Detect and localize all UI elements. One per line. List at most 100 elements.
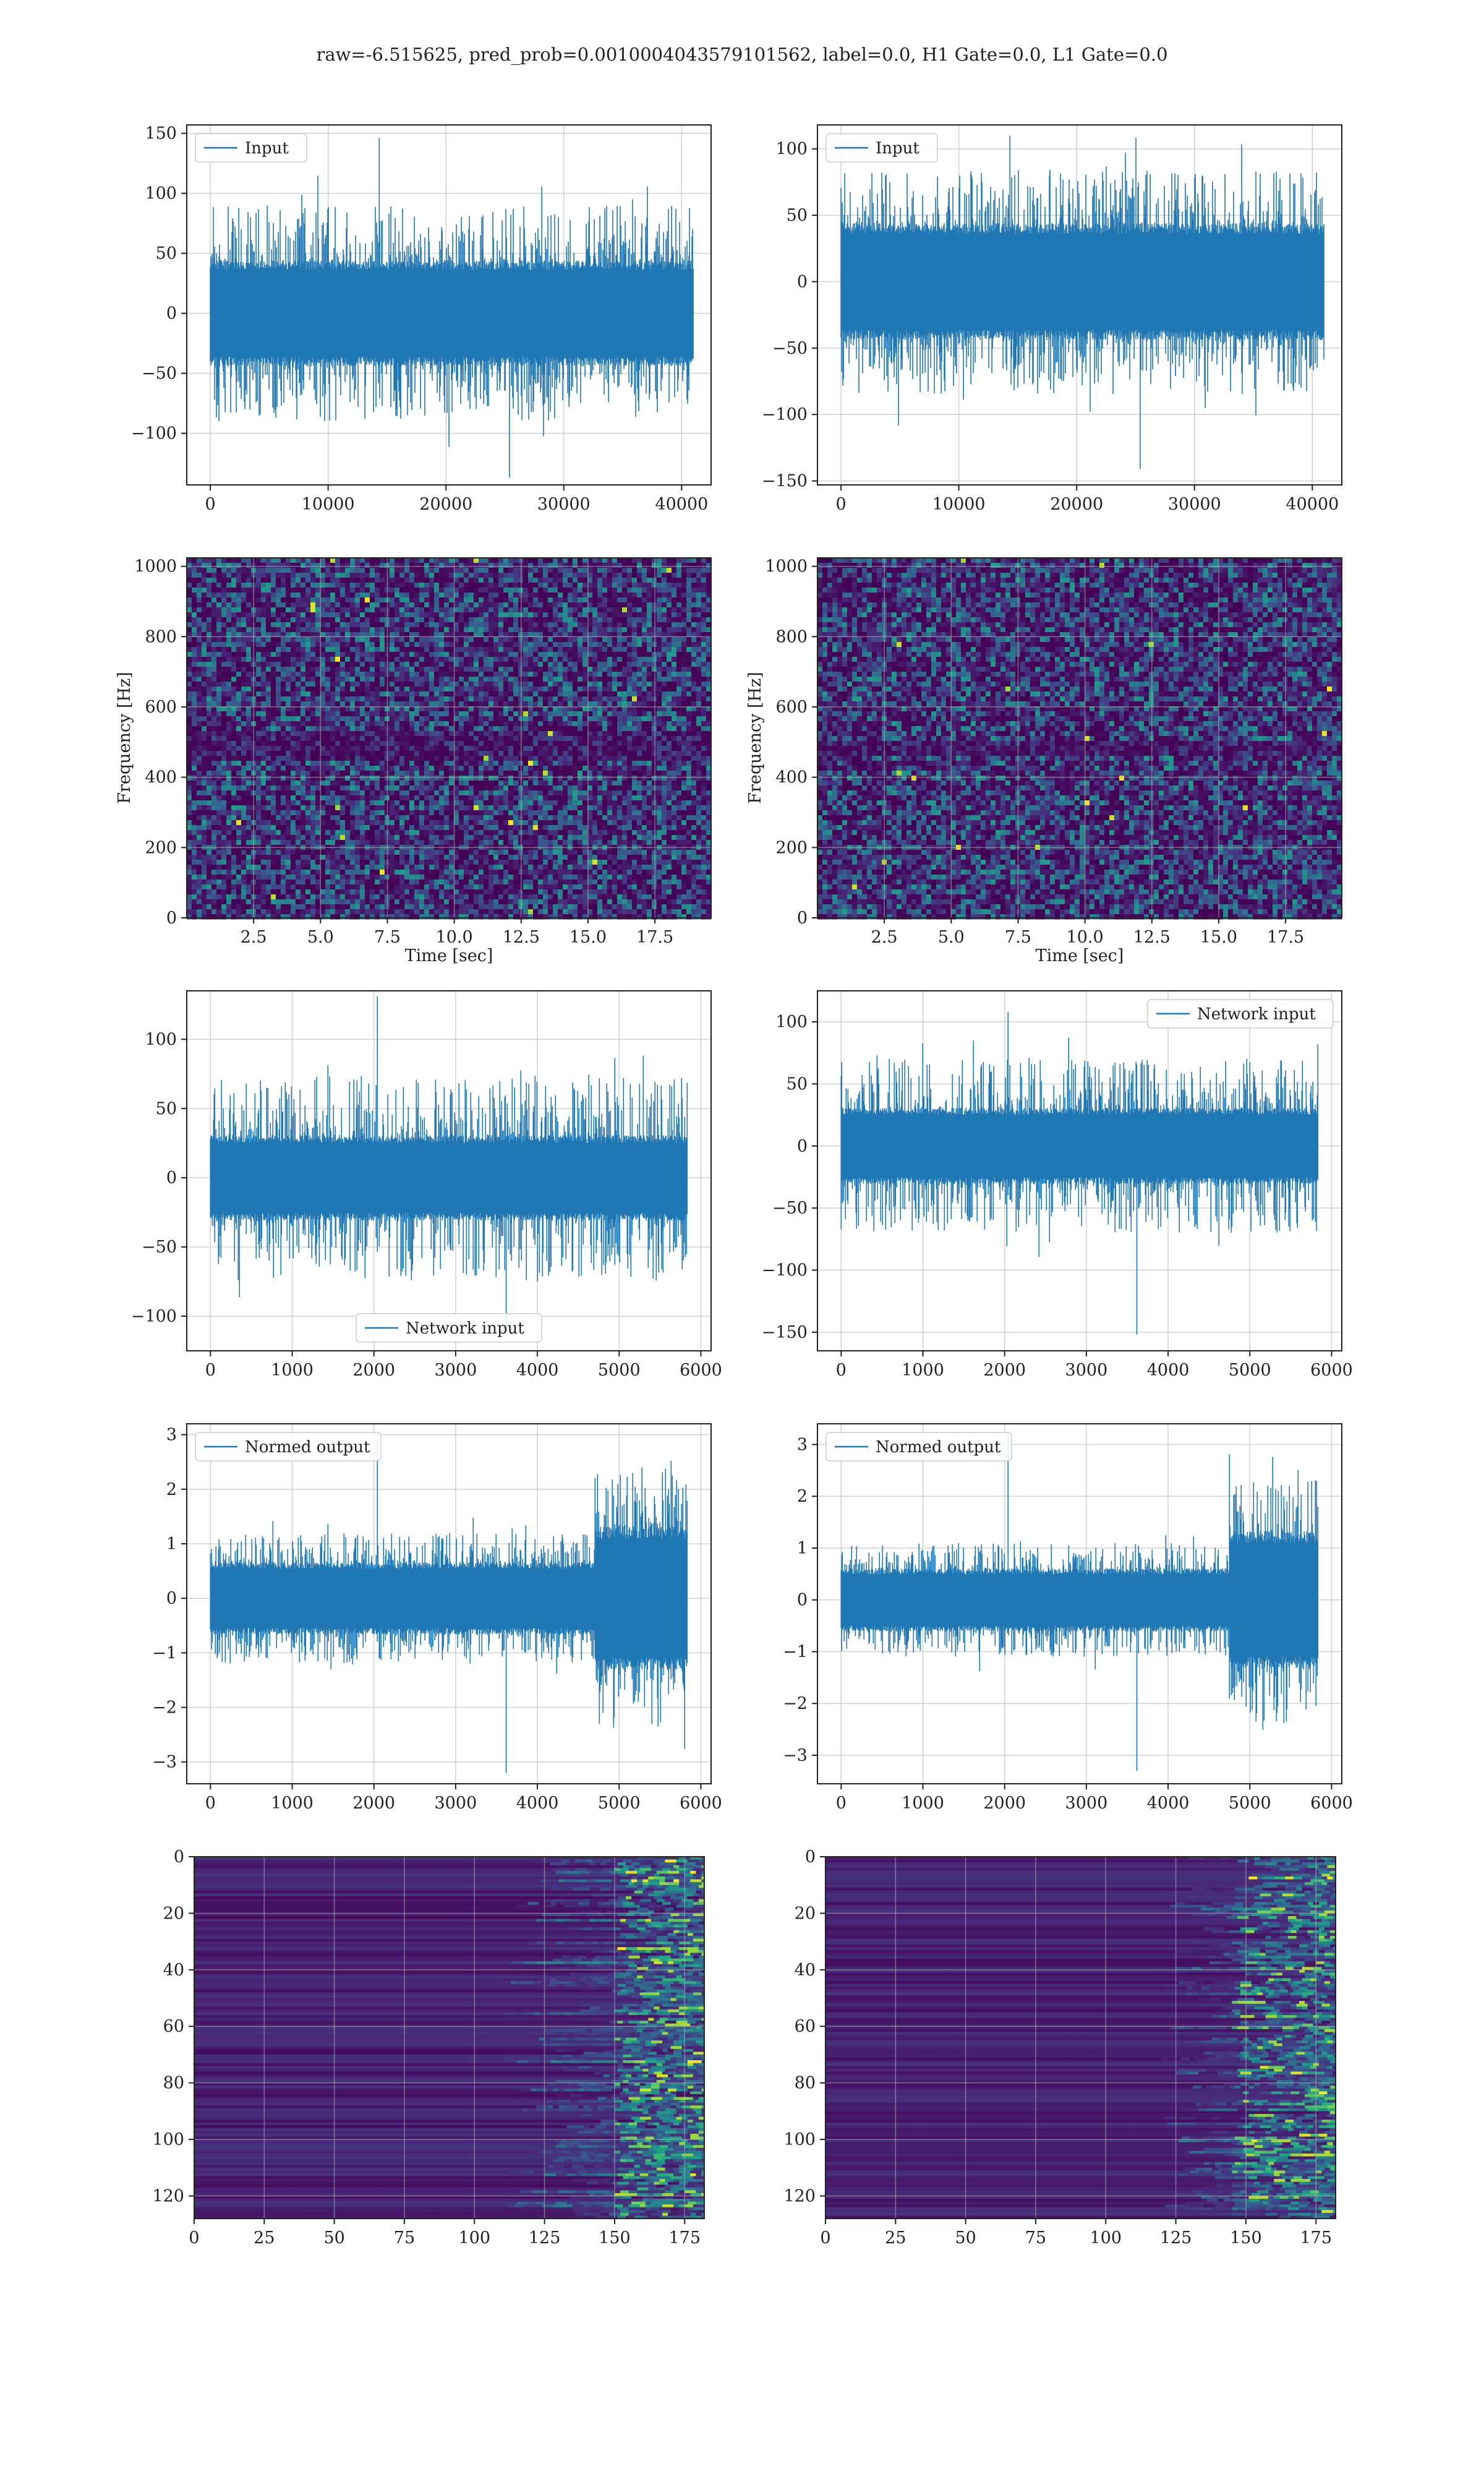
- heatmap-cell: [479, 781, 484, 786]
- heatmap-cell: [533, 706, 539, 712]
- heatmap-cell: [553, 568, 558, 573]
- heatmap-cell: [424, 637, 430, 643]
- heatmap-cell: [657, 682, 662, 687]
- heatmap-cell: [241, 701, 247, 707]
- heatmap-cell: [587, 652, 593, 657]
- heatmap-cell: [419, 632, 425, 638]
- heatmap-cell: [266, 617, 271, 623]
- heatmap-cell: [627, 597, 633, 603]
- heatmap-cell: [691, 716, 697, 722]
- heatmap-cell: [286, 563, 291, 568]
- heatmap-cell: [597, 711, 603, 717]
- heatmap-cell: [652, 672, 657, 677]
- heatmap-cell: [632, 746, 638, 751]
- heatmap-cell: [345, 716, 351, 722]
- heatmap-cell: [607, 741, 613, 747]
- heatmap-cell: [375, 602, 380, 608]
- heatmap-cell: [207, 741, 212, 747]
- heatmap-cell: [622, 706, 628, 712]
- heatmap-cell: [439, 677, 445, 682]
- heatmap-cell: [207, 563, 212, 568]
- heatmap-cell: [325, 781, 331, 786]
- heatmap-cell: [657, 711, 662, 717]
- heatmap-cell: [310, 672, 316, 677]
- heatmap-cell: [602, 637, 608, 643]
- heatmap-cell: [652, 721, 657, 727]
- heatmap-cell: [399, 682, 405, 687]
- heatmap-cell: [315, 652, 321, 657]
- y-tick-label: −150: [762, 472, 808, 491]
- heatmap-cell: [479, 776, 484, 781]
- heatmap-cell: [617, 731, 623, 737]
- heatmap-cell: [513, 726, 519, 732]
- heatmap-cell: [627, 771, 633, 776]
- heatmap-cell: [607, 612, 613, 618]
- heatmap-cell: [340, 578, 346, 583]
- heatmap-cell: [419, 776, 425, 781]
- heatmap-cell: [597, 563, 603, 568]
- heatmap-cell: [414, 701, 420, 707]
- heatmap-cell: [390, 647, 395, 653]
- heatmap-cell: [657, 667, 662, 672]
- heatmap-cell: [419, 736, 425, 742]
- heatmap-cell: [637, 711, 642, 717]
- heatmap-cell: [701, 741, 707, 747]
- heatmap-cell: [207, 627, 212, 633]
- heatmap-cell: [563, 662, 568, 667]
- heatmap-cell: [221, 563, 227, 568]
- heatmap-cell: [474, 677, 479, 682]
- heatmap-cell: [187, 721, 192, 727]
- heatmap-cell: [241, 632, 247, 638]
- heatmap-cell: [434, 642, 440, 648]
- heatmap-cell: [632, 563, 638, 568]
- heatmap-cell: [276, 588, 281, 593]
- heatmap-cell: [424, 706, 430, 712]
- heatmap-cell: [404, 761, 410, 766]
- heatmap-cell: [637, 741, 642, 747]
- heatmap-cell: [676, 687, 682, 692]
- heatmap-cell: [642, 632, 647, 638]
- heatmap-cell: [345, 731, 351, 737]
- heatmap-cell: [493, 781, 499, 786]
- heatmap-cell: [246, 691, 252, 697]
- heatmap-cell: [484, 622, 489, 628]
- heatmap-cell: [488, 687, 494, 692]
- heatmap-cell: [360, 642, 365, 648]
- heatmap-cell: [459, 741, 464, 747]
- heatmap-cell: [513, 568, 519, 573]
- heatmap-cell: [409, 771, 415, 776]
- heatmap-cell: [434, 612, 440, 618]
- heatmap-cell: [390, 573, 395, 578]
- heatmap-cell: [315, 627, 321, 633]
- heatmap-cell: [479, 736, 484, 742]
- heatmap-cell: [187, 637, 192, 643]
- heatmap-cell: [296, 706, 301, 712]
- heatmap-cell: [345, 771, 351, 776]
- heatmap-cell: [291, 558, 296, 563]
- heatmap-cell: [548, 632, 553, 638]
- heatmap-cell: [261, 652, 267, 657]
- heatmap-cell: [681, 578, 687, 583]
- heatmap-cell: [662, 642, 667, 648]
- heatmap-cell: [241, 622, 247, 628]
- heatmap-cell: [686, 642, 692, 648]
- heatmap-cell: [543, 642, 548, 648]
- heatmap-cell: [667, 766, 672, 771]
- heatmap-cell: [612, 672, 618, 677]
- heatmap-cell: [488, 607, 494, 613]
- heatmap-cell: [662, 711, 667, 717]
- heatmap-cell: [558, 637, 563, 643]
- heatmap-cell: [276, 617, 281, 623]
- heatmap-cell: [652, 632, 657, 638]
- heatmap-cell: [226, 662, 232, 667]
- heatmap-cell: [310, 652, 316, 657]
- heatmap-cell: [449, 563, 454, 568]
- heatmap-cell: [607, 657, 613, 662]
- heatmap-cell: [286, 627, 291, 633]
- heatmap-cell: [676, 682, 682, 687]
- heatmap-cell: [291, 617, 296, 623]
- heatmap-cell: [345, 776, 351, 781]
- heatmap-cell: [548, 667, 553, 672]
- heatmap-cell: [399, 568, 405, 573]
- heatmap-cell: [592, 563, 598, 568]
